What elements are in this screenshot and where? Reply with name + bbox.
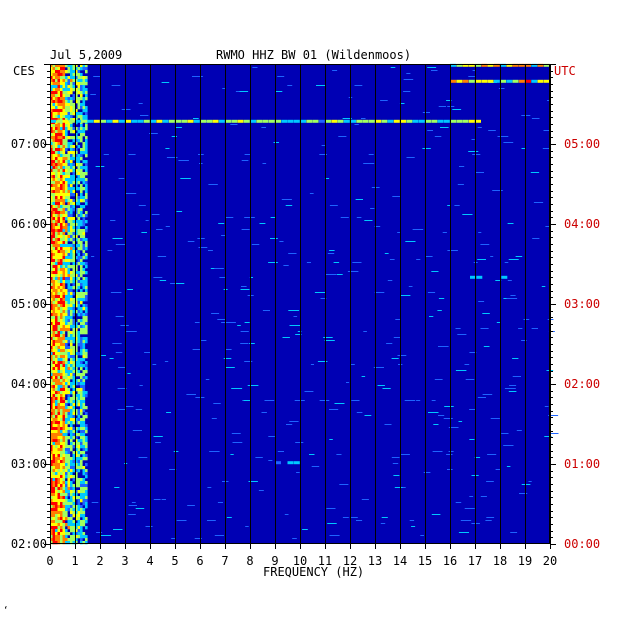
grid-lines — [50, 64, 551, 544]
minor-ticks — [44, 64, 556, 545]
y-tick-label-right: 05:00 — [564, 137, 600, 151]
plot-frame — [50, 64, 550, 544]
x-tick-label: 4 — [146, 554, 153, 568]
y-tick-label-right: 03:00 — [564, 297, 600, 311]
y-tick-label-right: 01:00 — [564, 457, 600, 471]
x-tick-label: 18 — [493, 554, 507, 568]
x-tick-label: 6 — [196, 554, 203, 568]
x-tick-label: 3 — [121, 554, 128, 568]
x-tick-label: 2 — [96, 554, 103, 568]
x-tick-label: 11 — [318, 554, 332, 568]
y-tick-label-left: 04:00 — [11, 377, 47, 391]
x-tick-label: 9 — [271, 554, 278, 568]
y-tick-label-right: 02:00 — [564, 377, 600, 391]
x-tick-label: 19 — [518, 554, 532, 568]
x-tick-label: 17 — [468, 554, 482, 568]
chart-date: Jul 5,2009 — [50, 48, 123, 62]
spectrogram-cells — [50, 63, 559, 545]
y-tick-label-left: 06:00 — [11, 217, 47, 231]
x-tick-label: 1 — [71, 554, 78, 568]
y-tick-label-left: 02:00 — [11, 537, 47, 551]
x-tick-label: 7 — [221, 554, 228, 568]
right-timezone-label: UTC — [554, 64, 576, 78]
x-tick-label: 16 — [443, 554, 457, 568]
x-tick-label: 5 — [171, 554, 178, 568]
x-tick-label: 13 — [368, 554, 382, 568]
y-tick-label-right: 00:00 — [564, 537, 600, 551]
y-tick-label-right: 04:00 — [564, 217, 600, 231]
footer-mark: ‘ — [3, 606, 9, 616]
y-tick-label-left: 05:00 — [11, 297, 47, 311]
x-tick-label: 12 — [343, 554, 357, 568]
x-tick-label: 15 — [418, 554, 432, 568]
x-tick-label: 14 — [393, 554, 407, 568]
x-tick-label: 10 — [293, 554, 307, 568]
x-axis-label: FREQUENCY (HZ) — [263, 565, 365, 579]
x-tick-label: 20 — [543, 554, 557, 568]
x-tick-label: 0 — [46, 554, 53, 568]
chart-title: RWMO HHZ BW 01 (Wildenmoos) — [216, 48, 412, 62]
left-timezone-label: CES — [13, 64, 35, 78]
x-tick-label: 8 — [246, 554, 253, 568]
y-tick-label-left: 07:00 — [11, 137, 47, 151]
y-tick-label-left: 03:00 — [11, 457, 47, 471]
